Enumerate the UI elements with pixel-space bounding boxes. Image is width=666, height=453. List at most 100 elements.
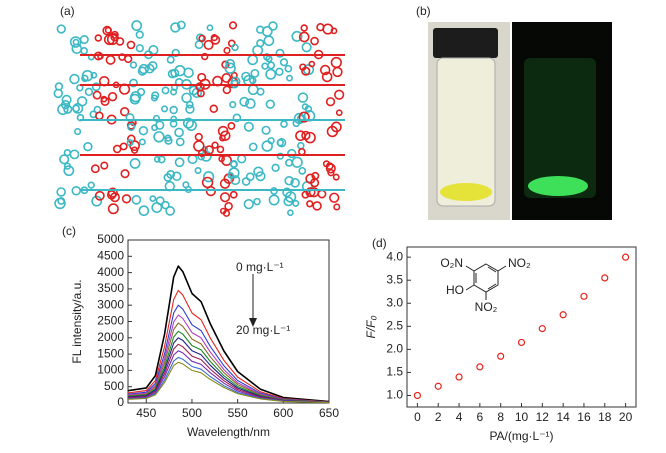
y-tick-label: 4000 — [97, 265, 124, 279]
atom-ring — [227, 172, 234, 179]
atom-ring — [151, 124, 159, 132]
structure — [465, 263, 507, 300]
atom-ring — [129, 61, 138, 69]
atom-ring — [247, 84, 259, 96]
powder — [440, 183, 492, 201]
panel-label: (b) — [416, 4, 431, 18]
atom-ring — [107, 203, 119, 215]
atom-ring — [297, 92, 309, 103]
atom-ring — [124, 54, 133, 64]
atom-ring — [209, 104, 219, 114]
atom-ring — [127, 123, 136, 131]
atom-ring — [291, 156, 303, 168]
atom-ring — [130, 91, 142, 103]
atom-ring — [298, 111, 310, 123]
atom-ring — [291, 30, 303, 42]
spectrum-line — [127, 322, 330, 403]
atom-ring — [229, 101, 237, 109]
atom-ring — [81, 69, 94, 82]
arrow — [249, 274, 257, 327]
atom-ring — [153, 156, 161, 163]
atom-ring — [265, 99, 275, 109]
atom-ring — [223, 46, 231, 55]
atom-ring — [164, 136, 173, 145]
point — [476, 363, 484, 371]
atom-ring — [237, 154, 247, 164]
structure-label: NO₂ — [508, 256, 531, 270]
x-axis-label: PA/(mg·L⁻¹) — [489, 429, 553, 443]
x-tick-label: 8 — [497, 410, 504, 424]
atom-ring — [83, 141, 93, 152]
atom-ring — [225, 58, 235, 69]
atom-ring — [94, 34, 103, 42]
x-tick-label: 600 — [273, 406, 293, 420]
atom-ring — [61, 94, 72, 105]
atom-ring — [210, 34, 218, 42]
atom-ring — [170, 68, 180, 78]
x-axis-label: Wavelength/nm — [187, 425, 270, 439]
atom-ring — [298, 31, 310, 43]
atom-ring — [79, 35, 89, 45]
atom-ring — [71, 43, 83, 55]
spectrum-line — [127, 314, 330, 403]
x-tick-label: 16 — [577, 410, 591, 424]
atom-ring — [197, 72, 207, 82]
atom-ring — [76, 84, 84, 92]
atom-ring — [157, 155, 166, 164]
atom-ring — [182, 181, 190, 189]
atom-ring — [239, 96, 250, 107]
spectrum-line — [127, 361, 330, 404]
atom-ring — [231, 43, 239, 52]
atom-ring — [250, 68, 260, 78]
atom-ring — [153, 131, 165, 143]
atom-ring — [306, 200, 314, 208]
atom-ring — [194, 166, 202, 175]
atom-ring — [219, 207, 227, 215]
atom-ring — [276, 139, 284, 147]
atom-ring — [270, 187, 278, 195]
y-tick-label: 500 — [104, 379, 124, 393]
atom-ring — [210, 35, 221, 45]
atom-ring — [283, 196, 294, 207]
y-tick-label: 0 — [117, 395, 124, 409]
structure-label: O₂N — [440, 256, 463, 270]
atom-ring — [275, 67, 284, 77]
atom-ring — [74, 127, 82, 136]
atom-ring — [53, 88, 64, 99]
atom-ring — [300, 24, 308, 32]
y-tick-label: 3500 — [97, 281, 124, 295]
atom-ring — [57, 197, 66, 205]
atom-ring — [332, 173, 340, 181]
y-tick-label: 3000 — [97, 297, 124, 311]
atom-ring — [317, 189, 327, 199]
atom-ring — [312, 201, 322, 211]
atom-ring — [271, 163, 280, 173]
atom-ring — [120, 169, 130, 179]
atom-ring — [203, 171, 215, 183]
x-tick-label: 500 — [182, 406, 202, 420]
atom-ring — [166, 55, 175, 64]
spectrum-line — [127, 343, 330, 403]
atom-ring — [138, 126, 149, 136]
atom-ring — [129, 78, 138, 88]
spectrum-line — [127, 304, 330, 403]
point — [601, 274, 609, 282]
atom-ring — [228, 21, 238, 30]
point — [413, 391, 422, 400]
y-tick-label: 2.0 — [386, 342, 403, 356]
atom-ring — [135, 30, 144, 39]
atom-ring — [125, 113, 135, 123]
y-tick-label: 5000 — [97, 232, 124, 246]
atom-ring — [92, 90, 102, 100]
y-tick-label: 3.0 — [386, 295, 403, 309]
atom-ring — [170, 22, 181, 33]
atom-ring — [152, 114, 160, 122]
atom-ring — [261, 125, 271, 135]
atom-ring — [81, 74, 89, 83]
atom-ring — [253, 197, 261, 206]
atom-ring — [72, 104, 80, 113]
atom-ring — [91, 82, 101, 92]
atom-ring — [151, 202, 163, 214]
atom-ring — [301, 190, 310, 199]
atom-ring — [211, 141, 219, 149]
